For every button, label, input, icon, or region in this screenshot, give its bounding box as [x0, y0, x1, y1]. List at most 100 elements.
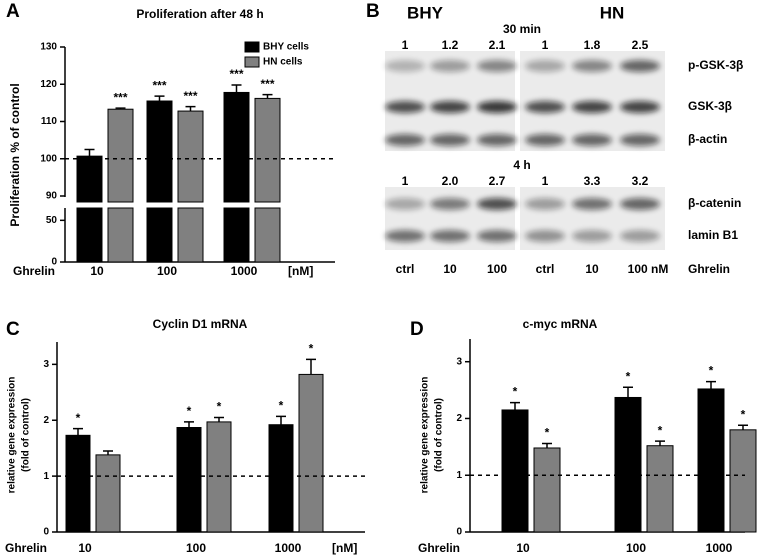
row-label: GSK-3β: [688, 99, 732, 113]
y-tick-label: 130: [40, 42, 57, 53]
x-tick-label: 100: [626, 541, 646, 555]
panel-label: B: [366, 1, 380, 22]
y-tick-label: 0: [51, 257, 57, 268]
error-bar: [542, 442, 552, 448]
bar: [177, 110, 204, 203]
blot-band: [525, 230, 565, 242]
blot-band: [525, 60, 565, 72]
chart-title: Cyclin D1 mRNA: [153, 317, 248, 331]
x-unit-label: [nM]: [332, 541, 357, 555]
y-tick-label: 3: [456, 356, 462, 367]
bar: [268, 424, 294, 533]
error-bar: [623, 386, 633, 398]
error-bar: [154, 95, 165, 102]
y-axis-label: Proliferation % of control: [8, 83, 22, 226]
error-bar: [214, 416, 224, 422]
quant-label: 2.1: [489, 38, 506, 52]
x-axis-label: Ghrelin: [418, 541, 460, 555]
y-tick-label: 2: [456, 413, 462, 424]
lane-label: 100: [487, 262, 507, 276]
error-bar: [262, 93, 273, 99]
y-tick-label: 0: [456, 527, 462, 538]
blot-band: [430, 198, 470, 210]
x-tick-label: 1000: [706, 541, 733, 555]
blot-band: [385, 60, 425, 72]
significance-label: *: [76, 411, 81, 425]
bar: [533, 447, 561, 533]
y-axis-label: relative gene expression: [420, 377, 431, 494]
lane-label: ctrl: [396, 262, 415, 276]
bar: [729, 429, 757, 533]
significance-label: *: [187, 404, 192, 418]
quant-label: 1: [542, 38, 549, 52]
quant-label: 3.3: [584, 174, 601, 188]
bar: [501, 409, 529, 533]
error-bar: [510, 401, 520, 410]
bar-base: [107, 207, 134, 263]
quant-label: 1: [542, 174, 549, 188]
blot-band: [572, 101, 612, 113]
y-tick-label: 90: [46, 191, 58, 202]
time-label: 4 h: [513, 158, 530, 172]
legend-swatch: [244, 56, 260, 68]
y-tick-label: 0: [43, 527, 49, 538]
quant-label: 1.8: [584, 38, 601, 52]
bar: [614, 396, 642, 533]
blot-band: [525, 134, 565, 146]
significance-label: *: [217, 400, 222, 414]
blot-band: [620, 101, 660, 113]
blot-band: [385, 101, 425, 113]
blot-band: [430, 134, 470, 146]
x-axis-label: Ghrelin: [5, 541, 47, 555]
y-axis-label: relative gene expression: [7, 377, 18, 494]
panel-label: C: [6, 319, 20, 340]
blot-band: [385, 198, 425, 210]
chart-title: c-myc mRNA: [523, 317, 598, 331]
y-tick-label: 2: [43, 415, 49, 426]
lane-label: 10: [443, 262, 457, 276]
bar: [107, 108, 134, 203]
y-axis-label: (fold of control): [434, 398, 445, 472]
lane-label: 100 nM: [628, 262, 669, 276]
significance-label: ***: [229, 67, 243, 81]
x-tick-label: 10: [90, 264, 104, 278]
bar: [223, 91, 250, 203]
row-label: β-catenin: [688, 196, 741, 210]
significance-label: ***: [152, 78, 166, 92]
blot-band: [620, 134, 660, 146]
x-tick-label: 10: [516, 541, 530, 555]
blot-band: [385, 134, 425, 146]
x-tick-label: 100: [157, 264, 177, 278]
lane-label: ctrl: [536, 262, 555, 276]
blot-band: [477, 101, 517, 113]
blot-band: [620, 230, 660, 242]
row-label: β-actin: [688, 132, 727, 146]
x-tick-label: 1000: [275, 541, 302, 555]
quant-label: 2.0: [442, 174, 459, 188]
blot-band: [572, 60, 612, 72]
x-axis-label: Ghrelin: [13, 264, 55, 278]
blot-band: [572, 134, 612, 146]
blot-band: [477, 198, 517, 210]
panel-label: A: [6, 1, 20, 22]
blot-band: [385, 230, 425, 242]
significance-label: ***: [260, 77, 274, 91]
blot-band: [620, 198, 660, 210]
lane-label: 10: [585, 262, 599, 276]
significance-label: *: [626, 369, 631, 383]
y-tick-label: 100: [40, 153, 57, 164]
blot-band: [430, 101, 470, 113]
y-tick-label: 1: [456, 470, 462, 481]
quant-label: 2.7: [489, 174, 506, 188]
row-label: lamin B1: [688, 228, 738, 242]
bar: [697, 388, 725, 533]
error-bar: [185, 105, 196, 112]
error-bar: [84, 148, 95, 157]
bar-base: [76, 207, 103, 263]
quant-label: 1: [402, 174, 409, 188]
bar-base: [177, 207, 204, 263]
legend-label: BHY cells: [263, 42, 309, 53]
significance-label: *: [545, 426, 550, 440]
blot-band: [525, 198, 565, 210]
quant-label: 1: [402, 38, 409, 52]
